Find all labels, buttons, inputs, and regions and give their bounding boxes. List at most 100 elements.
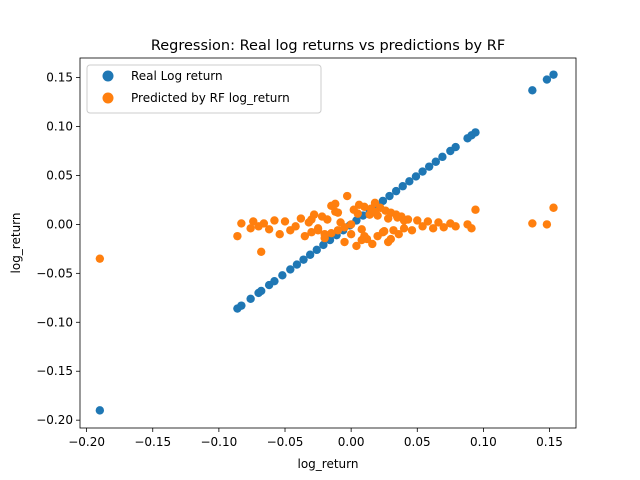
real-log-return-point [246,294,255,303]
predicted-rf-point [249,217,258,226]
real-log-return-point [319,240,328,250]
predicted-rf-point [399,224,409,233]
predicted-rf-point [346,220,356,229]
predicted-rf-point [340,237,349,247]
predicted-rf-point [542,220,552,229]
predicted-rf-point [434,218,443,227]
predicted-rf-point [291,222,300,231]
predicted-rf-point [307,228,316,237]
predicted-rf-point [451,222,460,231]
legend: Real Log return Predicted by RF log_retu… [86,64,322,114]
predicted-rf-point [357,225,366,234]
predicted-rf-point [264,225,274,234]
predicted-rf-point [331,199,340,209]
real-log-return-point [95,406,105,415]
legend-marker-real [102,70,114,82]
predicted-rf-point [549,203,558,212]
real-log-return-point [299,255,308,264]
predicted-rf-point [528,219,537,228]
y-tick-label: −0.05 [36,266,73,280]
predicted-rf-point [346,229,356,239]
predicted-rf-point [275,229,284,239]
y-tick-label: −0.10 [36,315,73,329]
predicted-rf-point [439,223,448,232]
real-log-return-point [237,301,246,310]
predicted-rf-point [342,191,352,201]
predicted-rf-point [380,227,389,236]
predicted-rf-point [370,198,380,208]
real-log-return-point [385,191,394,201]
x-tick-label: −0.20 [68,435,105,449]
predicted-rf-point [237,219,246,228]
real-log-return-point [305,250,315,259]
predicted-rf-point [300,231,310,241]
predicted-rf-point [423,217,433,226]
predicted-rf-point [280,217,290,226]
predicted-rf-point [393,213,402,222]
predicted-rf-point [399,216,409,225]
y-tick-label: −0.20 [36,413,73,427]
predicted-rf-point [257,247,266,257]
x-tick-label: −0.05 [267,435,304,449]
legend-label-predicted: Predicted by RF log_return [131,91,290,105]
plot-marks [95,70,558,415]
x-tick-label: 0.15 [536,435,563,449]
y-tick-label: 0.10 [46,120,73,134]
y-axis-label: log_return [9,213,23,274]
real-log-return-point [549,70,558,79]
real-log-return-point [398,182,407,191]
predicted-rf-point [259,219,269,228]
x-tick-label: −0.15 [134,435,171,449]
y-tick-label: −0.15 [36,364,73,378]
plot-frame [79,57,577,429]
predicted-rf-point [467,224,476,233]
predicted-rf-point [327,229,336,238]
predicted-rf-point [313,226,323,235]
real-log-return-point [471,128,480,137]
predicted-rf-point [340,223,349,232]
real-log-return-point [542,75,552,84]
predicted-rf-point [333,226,343,235]
predicted-rf-point [323,215,332,224]
predicted-rf-point [357,235,366,245]
predicted-rf-point [428,224,438,233]
predicted-rf-point [383,214,393,223]
y-axis: −0.20 −0.15 −0.10 −0.05 0.00 0.05 0.10 0.15 [36,71,80,427]
predicted-rf-point [352,241,361,251]
real-log-return-point [411,172,421,181]
real-log-return-point [312,245,321,255]
x-axis: −0.20 −0.15 −0.10 −0.05 0.00 0.05 0.10 0.15 [68,428,563,449]
real-log-return-point [424,162,434,171]
real-log-return-point [391,186,401,196]
predicted-rf-point [394,229,403,239]
real-log-return-point [292,260,302,269]
predicted-rf-point [307,215,316,224]
real-log-return-point [451,142,460,152]
real-log-return-point [278,271,287,280]
x-tick-label: 0.00 [338,435,365,449]
predicted-rf-point [270,216,279,225]
predicted-rf-point [407,226,417,235]
chart-title: Regression: Real log returns vs predicti… [151,38,505,54]
y-tick-label: 0.05 [46,168,73,182]
x-tick-label: −0.10 [200,435,237,449]
real-log-return-point [257,286,266,296]
predicted-rf-point [95,254,105,263]
predicted-rf-point [246,224,255,233]
legend-label-real: Real Log return [131,69,223,83]
real-log-return-point [270,276,279,286]
predicted-rf-point [370,207,380,216]
y-tick-label: 0.00 [46,217,73,231]
predicted-rf-point [353,209,362,218]
real-log-return-point [431,157,440,166]
legend-box [86,64,322,114]
x-axis-label: log_return [298,457,359,471]
real-log-return-point [405,177,414,186]
real-log-return-point [438,152,447,162]
predicted-rf-point [386,234,396,244]
real-log-return-point [286,265,295,274]
x-tick-label: 0.05 [404,435,431,449]
predicted-rf-point [320,229,329,239]
predicted-rf-point [413,216,422,225]
